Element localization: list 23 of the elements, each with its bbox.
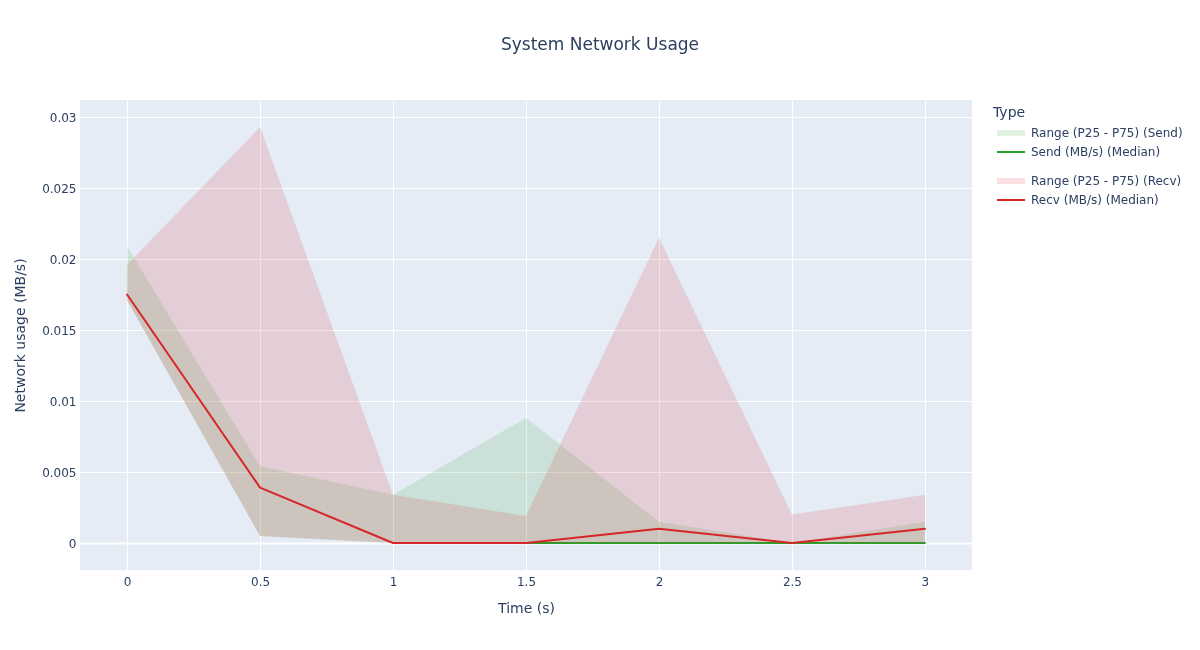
x-tick-label: 3 bbox=[921, 574, 930, 589]
y-tick-label: 0 bbox=[68, 536, 77, 551]
line-series bbox=[126, 293, 926, 545]
legend-label: Send (MB/s) (Median) bbox=[1031, 145, 1161, 159]
chart-title: System Network Usage bbox=[500, 34, 700, 54]
y-tick-label: 0.005 bbox=[42, 465, 77, 480]
x-tick-label: 1.5 bbox=[516, 574, 537, 589]
y-tick-label: 0.02 bbox=[49, 252, 77, 267]
x-tick-label: 2 bbox=[655, 574, 664, 589]
y-axis-title: Network usage (MB/s) bbox=[12, 258, 29, 413]
legend-label: Recv (MB/s) (Median) bbox=[1031, 193, 1159, 207]
x-tick-label: 1 bbox=[389, 574, 398, 589]
y-tick-label: 0.015 bbox=[42, 323, 77, 338]
legend-label: Range (P25 - P75) (Recv) bbox=[1031, 174, 1182, 188]
y-tick-label: 0.01 bbox=[49, 394, 77, 409]
y-tick-label: 0.025 bbox=[42, 181, 77, 196]
y-tick-label: 0.03 bbox=[49, 110, 77, 125]
x-tick-label: 0.5 bbox=[251, 574, 271, 589]
x-tick-label: 2.5 bbox=[782, 574, 802, 589]
x-tick-label: 0 bbox=[123, 574, 132, 589]
x-axis-title: Time (s) bbox=[497, 599, 555, 616]
legend-label: Range (P25 - P75) (Send) bbox=[1031, 126, 1183, 140]
legend-title: Type bbox=[992, 104, 1026, 120]
